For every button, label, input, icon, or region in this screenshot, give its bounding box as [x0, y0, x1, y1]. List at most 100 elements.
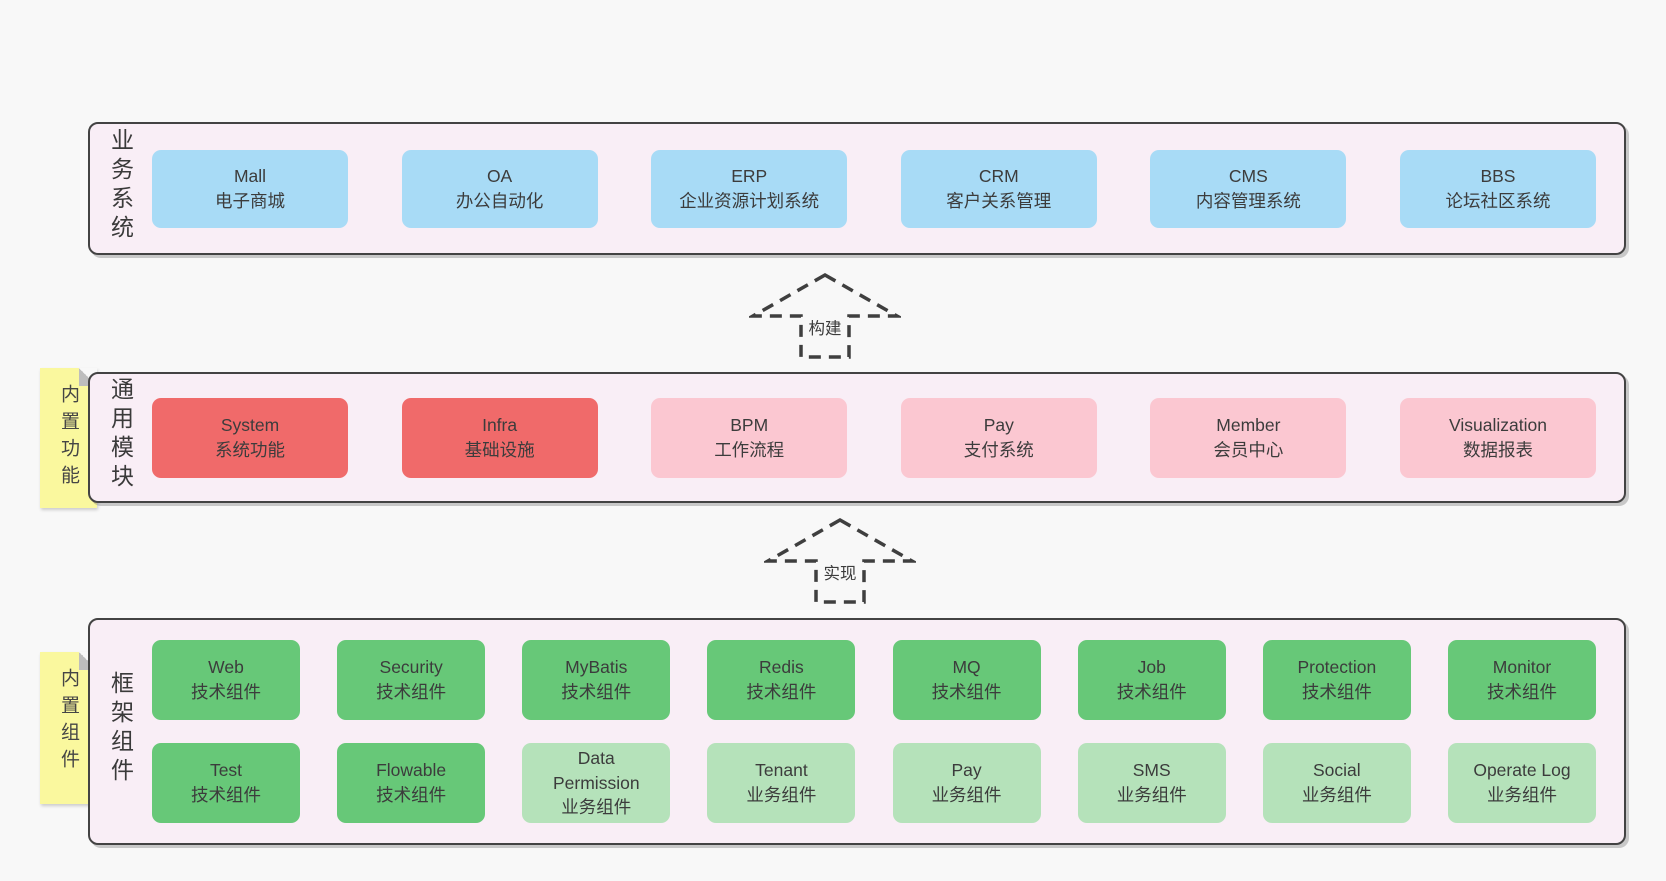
box-data-permission: Data Permission 业务组件	[522, 743, 671, 823]
box-mall: Mall 电子商城	[152, 149, 348, 228]
box-subtitle: 技术组件	[191, 785, 261, 805]
box-test: Test 技术组件	[152, 743, 300, 823]
box-title: Pay	[983, 414, 1014, 435]
box-subtitle: 技术组件	[746, 682, 817, 702]
box-subtitle: 业务组件	[1486, 785, 1557, 805]
component-boxes-grid: Web 技术组件 Security 技术组件 MyBatis 技术组件 Redi…	[150, 640, 1624, 823]
box-member: Member 会员中心	[1150, 397, 1347, 478]
arrow-up-build: 构建	[749, 272, 901, 360]
box-erp: ERP 企业资源计划系统	[651, 149, 848, 228]
box-subtitle: 企业资源计划系统	[679, 190, 820, 211]
box-subtitle: 基础设施	[464, 439, 535, 460]
box-title: Flowable	[376, 760, 447, 781]
box-monitor: Monitor 技术组件	[1447, 640, 1596, 720]
component-row-2: Test 技术组件 Flowable 技术组件 Data Permission …	[152, 743, 1596, 823]
box-oa: OA 办公自动化	[401, 149, 598, 228]
box-subtitle: 业务组件	[1301, 785, 1372, 805]
box-title: Mall	[233, 165, 267, 186]
panel-common-modules: 通用模块 System 系统功能 Infra 基础设施 BPM 工作流程 Pay…	[88, 372, 1626, 503]
box-title: System	[220, 414, 280, 435]
panel-side-label: 通用模块	[90, 377, 150, 498]
module-boxes-row: System 系统功能 Infra 基础设施 BPM 工作流程 Pay 支付系统…	[150, 397, 1624, 478]
arrow-up-implement: 实现	[764, 517, 916, 605]
box-subtitle: 内容管理系统	[1195, 190, 1301, 211]
box-subtitle: 数据报表	[1462, 439, 1533, 460]
box-title: BBS	[1480, 165, 1516, 186]
box-title: Tenant	[755, 760, 808, 781]
sticky-note-label: 内置组件	[58, 668, 79, 776]
arrow-build-label: 构建	[804, 314, 846, 340]
box-subtitle: 技术组件	[1116, 682, 1187, 702]
box-title: CRM	[978, 165, 1019, 186]
box-subtitle: 会员中心	[1213, 439, 1284, 460]
box-pay-business: Pay 业务组件	[892, 743, 1041, 823]
box-title: Operate Log	[1473, 760, 1571, 781]
box-subtitle: 电子商城	[215, 190, 285, 211]
box-job: Job 技术组件	[1077, 640, 1226, 720]
panel-framework-components: 框架组件 Web 技术组件 Security 技术组件 MyBatis 技术组件…	[88, 618, 1626, 845]
box-subtitle: 技术组件	[1301, 682, 1372, 702]
box-subtitle: 技术组件	[1486, 682, 1557, 702]
sticky-note-label: 内置功能	[58, 384, 79, 492]
box-mybatis: MyBatis 技术组件	[522, 640, 671, 720]
box-title: Infra	[482, 414, 518, 435]
box-subtitle: 业务组件	[931, 785, 1002, 805]
box-title: SMS	[1132, 760, 1171, 781]
box-operate-log: Operate Log 业务组件	[1447, 743, 1596, 823]
panel-side-label-text: 通用模块	[107, 377, 134, 493]
box-title: CMS	[1228, 165, 1268, 186]
box-subtitle: 办公自动化	[455, 190, 544, 211]
box-subtitle: 支付系统	[963, 439, 1034, 460]
box-subtitle: 工作流程	[714, 439, 785, 460]
box-subtitle: 技术组件	[376, 682, 447, 702]
box-social: Social 业务组件	[1262, 743, 1411, 823]
box-title: Security	[379, 657, 443, 678]
box-security: Security 技术组件	[337, 640, 486, 720]
box-subtitle: 客户关系管理	[946, 190, 1052, 211]
box-title: Data Permission	[553, 747, 640, 793]
panel-side-label-text: 框架组件	[107, 671, 134, 787]
box-title: MyBatis	[565, 657, 628, 678]
box-subtitle: 业务组件	[1116, 785, 1187, 805]
panel-side-label: 框架组件	[90, 671, 150, 792]
block-arrow-up-icon	[764, 517, 916, 604]
box-system: System 系统功能	[152, 397, 348, 478]
box-title: ERP	[731, 165, 768, 186]
box-pay: Pay 支付系统	[900, 397, 1097, 478]
business-boxes-row: Mall 电子商城 OA 办公自动化 ERP 企业资源计划系统 CRM 客户关系…	[150, 149, 1624, 228]
box-subtitle: 技术组件	[191, 682, 261, 702]
box-title: Pay	[951, 760, 982, 781]
box-subtitle: 技术组件	[931, 682, 1002, 702]
box-subtitle: 系统功能	[215, 439, 285, 460]
box-protection: Protection 技术组件	[1262, 640, 1411, 720]
component-row-1: Web 技术组件 Security 技术组件 MyBatis 技术组件 Redi…	[152, 640, 1596, 720]
box-title: Monitor	[1492, 657, 1552, 678]
box-mq: MQ 技术组件	[892, 640, 1041, 720]
panel-side-label-text: 业务系统	[107, 128, 134, 244]
panel-side-label: 业务系统	[90, 128, 150, 249]
block-arrow-up-icon	[749, 272, 901, 359]
box-web: Web 技术组件	[152, 640, 300, 720]
box-bbs: BBS 论坛社区系统	[1399, 149, 1596, 228]
box-title: Social	[1313, 760, 1361, 781]
box-tenant: Tenant 业务组件	[707, 743, 856, 823]
box-title: Test	[209, 760, 243, 781]
box-flowable: Flowable 技术组件	[337, 743, 486, 823]
box-subtitle: 技术组件	[376, 785, 447, 805]
box-infra: Infra 基础设施	[401, 397, 598, 478]
box-bpm: BPM 工作流程	[651, 397, 848, 478]
box-title: Visualization	[1449, 414, 1547, 435]
box-crm: CRM 客户关系管理	[900, 149, 1097, 228]
box-title: OA	[486, 165, 513, 186]
box-subtitle: 业务组件	[561, 797, 632, 818]
sticky-note-built-in-functions: 内置功能	[40, 368, 97, 508]
box-subtitle: 技术组件	[561, 682, 632, 702]
box-visualization: Visualization 数据报表	[1399, 397, 1596, 478]
box-title: MQ	[952, 657, 981, 678]
box-title: Member	[1216, 414, 1281, 435]
panel-business-systems: 业务系统 Mall 电子商城 OA 办公自动化 ERP 企业资源计划系统 CRM…	[88, 122, 1626, 255]
box-cms: CMS 内容管理系统	[1150, 149, 1347, 228]
box-title: Protection	[1297, 657, 1377, 678]
box-title: Web	[208, 657, 244, 678]
